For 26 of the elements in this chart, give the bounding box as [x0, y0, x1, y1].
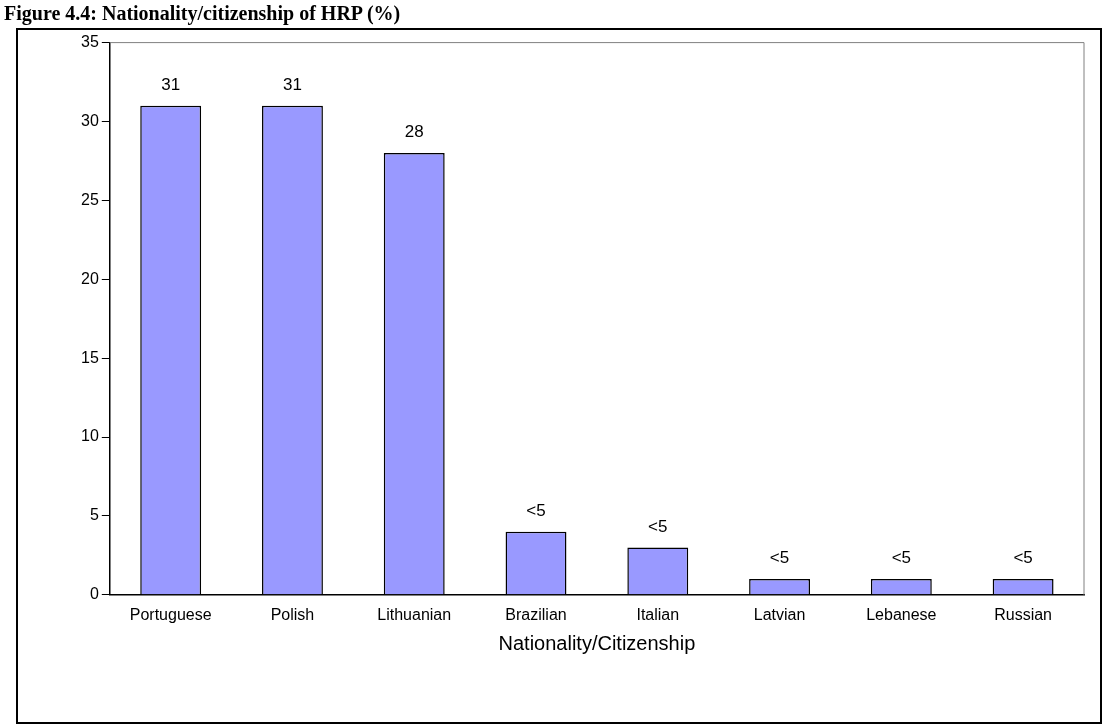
x-tick-label: Italian [636, 605, 680, 623]
y-tick-label: 25 [81, 190, 99, 208]
data-label: <5 [891, 548, 912, 568]
y-tick-label: 10 [81, 427, 99, 445]
x-tick-label: Brazilian [505, 605, 567, 623]
data-label: 28 [404, 122, 424, 142]
x-tick-label: Latvian [753, 605, 806, 623]
data-label: <5 [769, 548, 790, 568]
x-tick-label: Portuguese [129, 605, 212, 623]
y-tick-label: 15 [81, 348, 99, 366]
data-label: <5 [648, 516, 668, 536]
chart-title: Figure 4.4: Nationality/citizenship of HRP (%) [3, 1, 402, 26]
data-label: <5 [526, 500, 546, 520]
y-tick-label: 30 [81, 111, 99, 129]
data-label: 31 [161, 74, 181, 94]
x-axis-title: Nationality/Citizenship [498, 631, 696, 654]
y-tick-label: 5 [89, 506, 99, 524]
data-label: <5 [1013, 548, 1033, 568]
y-tick-label: 0 [89, 585, 99, 603]
x-tick-label: Lebanese [866, 605, 937, 623]
x-tick-label: Lithuanian [377, 605, 452, 623]
x-tick-label: Russian [994, 605, 1053, 623]
data-label: 31 [283, 74, 302, 94]
x-tick-label: Polish [270, 605, 315, 623]
y-tick-label: 20 [81, 269, 99, 287]
y-tick-label: 35 [81, 33, 99, 51]
